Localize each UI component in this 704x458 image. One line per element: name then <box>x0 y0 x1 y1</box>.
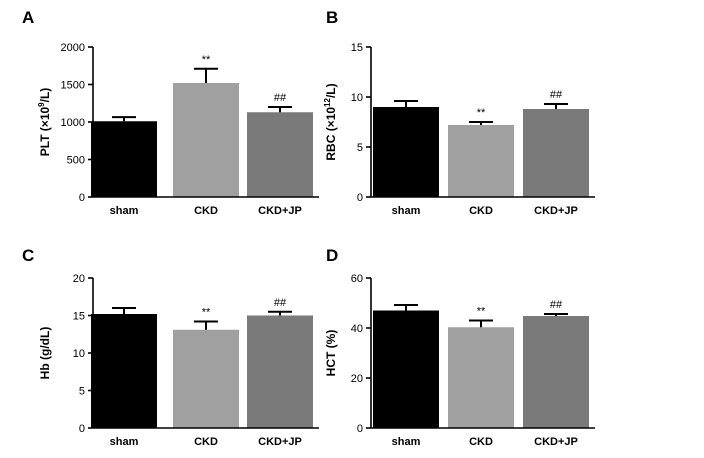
category-label: CKD <box>469 205 493 217</box>
significance-label: ## <box>550 299 563 311</box>
y-tick-label: 15 <box>351 42 363 54</box>
significance-label: ** <box>202 54 211 66</box>
category-label: CKD+JP <box>534 205 578 217</box>
bar-ckd <box>173 83 239 197</box>
bar-ckd-jp <box>523 109 589 197</box>
category-label: CKD <box>194 436 218 448</box>
y-tick-label: 10 <box>351 92 363 104</box>
significance-label: ## <box>274 92 287 104</box>
category-label: sham <box>110 205 139 217</box>
y-axis-label: PLT (×109/L) <box>37 88 52 157</box>
y-tick-label: 2000 <box>61 42 85 54</box>
significance-label: ## <box>550 89 563 101</box>
bar-ckd-jp <box>247 112 313 197</box>
panel-letter: D <box>326 246 338 265</box>
panel-letter: A <box>22 8 34 27</box>
y-axis-label: Hb (g/dL) <box>38 327 52 380</box>
bar-sham <box>373 310 439 428</box>
bar-ckd <box>448 125 514 197</box>
bar-ckd-jp <box>247 315 313 428</box>
bar-sham <box>373 107 439 197</box>
category-label: CKD+JP <box>258 436 302 448</box>
bar-ckd <box>173 329 239 428</box>
bar-ckd-jp <box>523 316 589 428</box>
y-tick-label: 20 <box>73 273 85 285</box>
y-tick-label: 5 <box>79 386 85 398</box>
significance-label: ## <box>274 297 287 309</box>
category-label: CKD+JP <box>534 436 578 448</box>
bar-ckd <box>448 327 514 428</box>
category-label: CKD+JP <box>258 205 302 217</box>
y-tick-label: 20 <box>351 373 363 385</box>
y-tick-label: 1000 <box>61 117 85 129</box>
category-label: sham <box>110 436 139 448</box>
significance-label: ** <box>477 107 486 119</box>
bar-sham <box>91 314 157 428</box>
significance-label: ** <box>202 307 211 319</box>
y-tick-label: 1500 <box>61 80 85 92</box>
y-tick-label: 0 <box>79 192 85 204</box>
y-axis-label: HCT (%) <box>324 330 338 377</box>
y-tick-label: 500 <box>67 155 85 167</box>
panel-letter: C <box>22 246 34 265</box>
panel-letter: B <box>326 8 338 27</box>
category-label: sham <box>392 205 421 217</box>
category-label: CKD <box>469 436 493 448</box>
y-tick-label: 0 <box>357 192 363 204</box>
y-tick-label: 40 <box>351 323 363 335</box>
y-tick-label: 60 <box>351 273 363 285</box>
y-tick-label: 5 <box>357 142 363 154</box>
y-axis-label: RBC (×1012/L) <box>323 83 338 160</box>
y-tick-label: 0 <box>357 423 363 435</box>
y-tick-label: 15 <box>73 311 85 323</box>
bar-sham <box>91 121 157 197</box>
category-label: CKD <box>194 205 218 217</box>
significance-label: ** <box>477 306 486 318</box>
category-label: sham <box>392 436 421 448</box>
y-tick-label: 10 <box>73 348 85 360</box>
y-tick-label: 0 <box>79 423 85 435</box>
